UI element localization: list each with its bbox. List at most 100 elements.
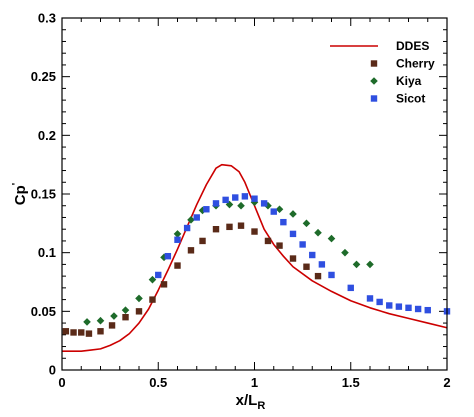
cherry-point (303, 263, 310, 270)
cherry-point (212, 226, 220, 233)
x-tick-label: 1.5 (342, 375, 360, 390)
kiya-series (83, 198, 374, 326)
sicot-point (414, 305, 422, 313)
y-tick-label: 0.3 (38, 11, 56, 26)
kiya-point (121, 306, 130, 314)
kiya-point (275, 205, 284, 214)
sicot-point (424, 306, 431, 314)
kiya-point (302, 219, 311, 228)
tick-label-layer: 0 0.5 1 1.5 2 0 0.05 0.1 0.15 0.2 0.25 0.3 (31, 11, 451, 391)
cherry-point (314, 272, 322, 280)
x-tick-label: 1 (251, 375, 258, 390)
cherry-point (70, 329, 77, 336)
y-axis-title-superscript: ' (11, 183, 22, 185)
sicot-point (155, 271, 162, 279)
cherry-point (199, 237, 206, 245)
kiya-point (327, 234, 336, 243)
x-tick-label: 0 (58, 375, 65, 390)
sicot-point (395, 303, 403, 310)
legend-item-cherry: Cherry (370, 57, 435, 71)
kiya-point (341, 248, 349, 257)
tick-layer (61, 17, 448, 371)
legend-label-kiya: Kiya (396, 74, 422, 88)
legend-label-ddes: DDES (396, 39, 429, 53)
kiya-point (160, 253, 168, 262)
plot-frame (61, 17, 448, 371)
ddes-series (62, 163, 448, 353)
sicot-point (299, 241, 306, 248)
cherry-point (237, 222, 245, 229)
sicot-point (232, 194, 239, 201)
kiya-point (110, 312, 118, 320)
cherry-series (62, 222, 322, 337)
kiya-point (135, 294, 143, 303)
sicot-point (347, 284, 354, 292)
cherry-point (289, 255, 297, 262)
kiya-point (366, 260, 374, 269)
cherry-point (108, 322, 116, 329)
kiya-point (314, 228, 322, 237)
cherry-point (122, 314, 129, 321)
cherry-point (160, 281, 168, 288)
legend-swatch-cherry (370, 60, 378, 67)
kiya-point (173, 230, 182, 238)
kiya-point (250, 198, 259, 207)
legend: DDES Cherry Kiya Sicot (330, 39, 435, 106)
sicot-point (289, 230, 297, 238)
legend-item-kiya: Kiya (370, 74, 422, 88)
cherry-point (149, 296, 156, 303)
cherry-point (62, 328, 70, 335)
x-axis-title-subscript: R (257, 400, 265, 412)
y-tick-label: 0.2 (38, 128, 56, 143)
sicot-point (203, 206, 210, 213)
sicot-point (309, 251, 316, 259)
legend-swatch-kiya (370, 77, 378, 85)
legend-item-sicot: Sicot (370, 92, 425, 106)
kiya-point (352, 260, 361, 269)
y-tick-label: 0.05 (31, 304, 56, 319)
kiya-point (237, 201, 245, 210)
x-axis-title: x/LR (236, 392, 266, 412)
cherry-point (85, 330, 93, 337)
sicot-point (164, 252, 172, 260)
sicot-point (183, 224, 191, 232)
legend-label-cherry: Cherry (396, 57, 435, 71)
sicot-point (318, 261, 326, 268)
legend-item-ddes: DDES (330, 39, 429, 53)
x-tick-label: 0.5 (149, 375, 167, 390)
sicot-point (260, 200, 268, 207)
sicot-point (241, 193, 249, 200)
y-tick-label: 0.1 (38, 245, 56, 260)
cherry-point (264, 237, 272, 245)
y-tick-label: 0 (49, 363, 56, 378)
sicot-point (386, 302, 393, 309)
cherry-point (251, 228, 258, 235)
sicot-point (251, 195, 258, 202)
y-tick-label: 0.15 (31, 187, 56, 202)
kiya-point (289, 210, 297, 218)
series-layer (62, 163, 451, 353)
sicot-point (193, 214, 200, 221)
kiya-point (83, 318, 91, 326)
sicot-point (366, 295, 374, 302)
sicot-point (280, 218, 287, 226)
cherry-point (187, 247, 195, 254)
ddes-line (62, 163, 448, 353)
cherry-point (135, 308, 143, 315)
cherry-point (226, 223, 233, 231)
sicot-point (212, 200, 220, 207)
x-tick-label: 2 (443, 375, 450, 390)
legend-swatch-sicot (370, 95, 378, 102)
cherry-point (174, 262, 181, 269)
cherry-point (78, 329, 85, 336)
kiya-point (264, 201, 272, 210)
y-tick-label: 0.25 (31, 69, 56, 84)
sicot-series (155, 193, 451, 315)
sicot-point (270, 208, 277, 215)
cherry-point (276, 242, 283, 249)
sicot-point (376, 298, 383, 306)
kiya-point (187, 216, 195, 224)
kiya-point (148, 275, 157, 284)
